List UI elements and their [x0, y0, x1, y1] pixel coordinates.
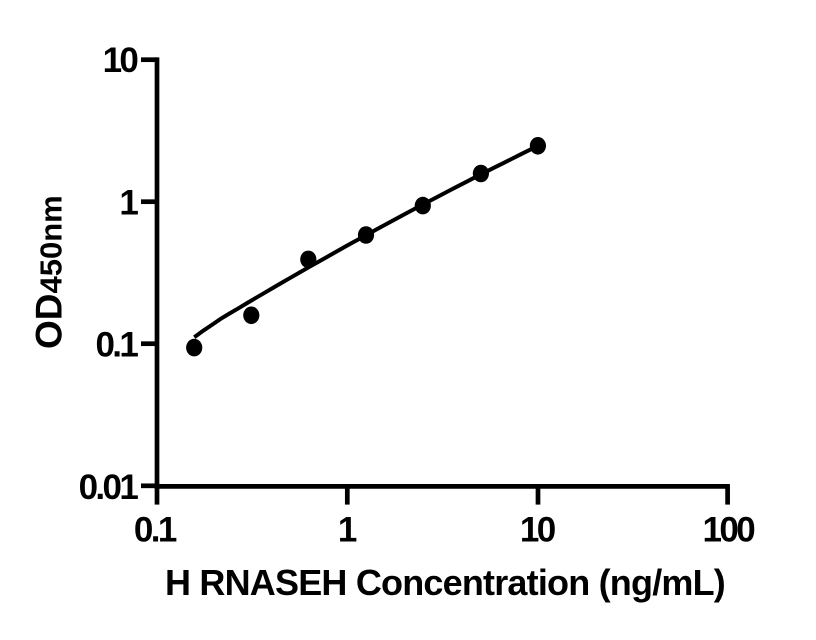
svg-text:0.1: 0.1: [95, 325, 138, 364]
svg-text:0.1: 0.1: [134, 510, 177, 549]
svg-text:OD450nm: OD450nm: [29, 195, 70, 349]
svg-text:H RNASEH Concentration (ng/mL): H RNASEH Concentration (ng/mL): [165, 562, 725, 603]
svg-text:10: 10: [103, 41, 139, 80]
svg-text:10: 10: [520, 510, 556, 549]
svg-text:1: 1: [119, 184, 138, 223]
svg-text:100: 100: [702, 510, 755, 549]
svg-text:1: 1: [338, 510, 357, 549]
svg-text:0.01: 0.01: [79, 468, 139, 507]
